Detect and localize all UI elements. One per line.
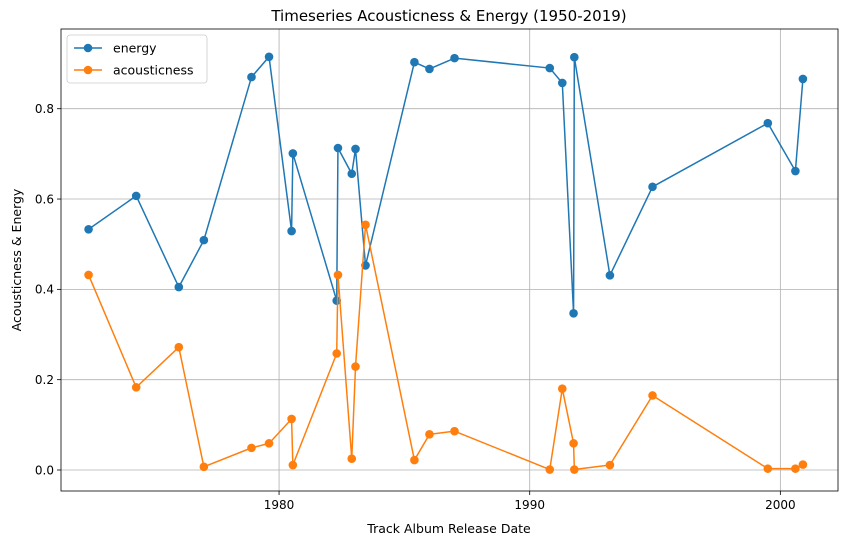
acousticness-point	[333, 270, 343, 280]
energy-point	[763, 118, 773, 128]
legend: energy acousticness	[66, 34, 208, 84]
energy-point	[450, 53, 459, 63]
energy-point	[605, 271, 615, 280]
grid-lines	[61, 29, 838, 491]
y-tick-label: 0.4	[35, 283, 54, 297]
energy-point	[131, 191, 141, 201]
acousticness-point	[791, 464, 800, 473]
acousticness-point	[763, 464, 773, 473]
legend-marker	[83, 65, 93, 75]
acousticness-point	[570, 465, 579, 474]
acousticness-point	[174, 342, 184, 352]
acousticness-point	[798, 460, 808, 469]
chart-title: Timeseries Acousticness & Energy (1950-2…	[270, 7, 626, 25]
energy-point	[264, 52, 274, 62]
energy-point	[333, 143, 343, 153]
y-tick-label: 0.0	[35, 463, 54, 477]
acousticness-point	[351, 362, 360, 371]
x-tick-label: 2000	[765, 498, 796, 512]
energy-point	[791, 166, 800, 176]
energy-point	[287, 226, 296, 236]
x-tick-label: 1980	[264, 498, 295, 512]
legend-label: energy	[113, 41, 157, 56]
acousticness-point	[545, 465, 555, 474]
acousticness-point	[648, 391, 657, 400]
legend-box	[66, 34, 208, 84]
series-energy	[84, 52, 808, 318]
acousticness-point	[557, 384, 567, 394]
plot-background	[61, 29, 838, 491]
acousticness-point	[131, 383, 141, 392]
series-layer	[84, 52, 808, 474]
legend-entry-energy: energy	[74, 41, 157, 56]
plot-frame	[60, 28, 839, 492]
energy-point	[545, 63, 555, 73]
series-acousticness	[84, 220, 808, 474]
energy-point	[425, 64, 434, 74]
acousticness-point	[332, 349, 342, 358]
acousticness-point	[264, 439, 274, 448]
x-tick-label: 1990	[514, 498, 545, 512]
energy-point	[174, 282, 184, 292]
energy-point	[347, 169, 357, 179]
x-axis-label: Track Album Release Date	[366, 521, 531, 536]
energy-point	[798, 74, 808, 84]
legend-entries: energy acousticness	[74, 41, 194, 78]
acousticness-point	[287, 414, 296, 424]
acousticness-point	[347, 454, 357, 464]
y-tick-label: 0.2	[35, 373, 54, 387]
acousticness-point	[361, 220, 370, 230]
acousticness-point	[288, 460, 298, 470]
y-tick-label: 0.8	[35, 102, 54, 116]
energy-point	[351, 144, 360, 154]
acousticness-point	[425, 430, 434, 439]
energy-point	[569, 308, 578, 318]
energy-point	[648, 182, 657, 192]
energy-point	[332, 296, 342, 305]
acousticness-point	[569, 439, 578, 448]
energy-point	[84, 224, 93, 234]
acousticness-point	[450, 426, 459, 436]
energy-point	[570, 52, 579, 62]
acousticness-point	[247, 443, 256, 453]
legend-label: acousticness	[113, 63, 194, 78]
energy-point	[557, 78, 567, 88]
energy-point	[247, 72, 256, 82]
y-tick-label: 0.6	[35, 192, 54, 206]
y-axis-label: Acousticness & Energy	[9, 188, 24, 331]
acousticness-point	[84, 270, 93, 280]
energy-point	[410, 57, 419, 67]
acousticness-point	[605, 460, 615, 470]
energy-point	[199, 235, 209, 245]
axis-ticks: 1980 1990 2000 0.0 0.2 0.4 0.6 0.8	[35, 102, 796, 512]
legend-entry-acousticness: acousticness	[74, 63, 194, 78]
acousticness-point	[410, 455, 419, 465]
acousticness-point	[199, 462, 209, 472]
energy-point	[288, 149, 298, 158]
legend-marker	[83, 43, 93, 53]
